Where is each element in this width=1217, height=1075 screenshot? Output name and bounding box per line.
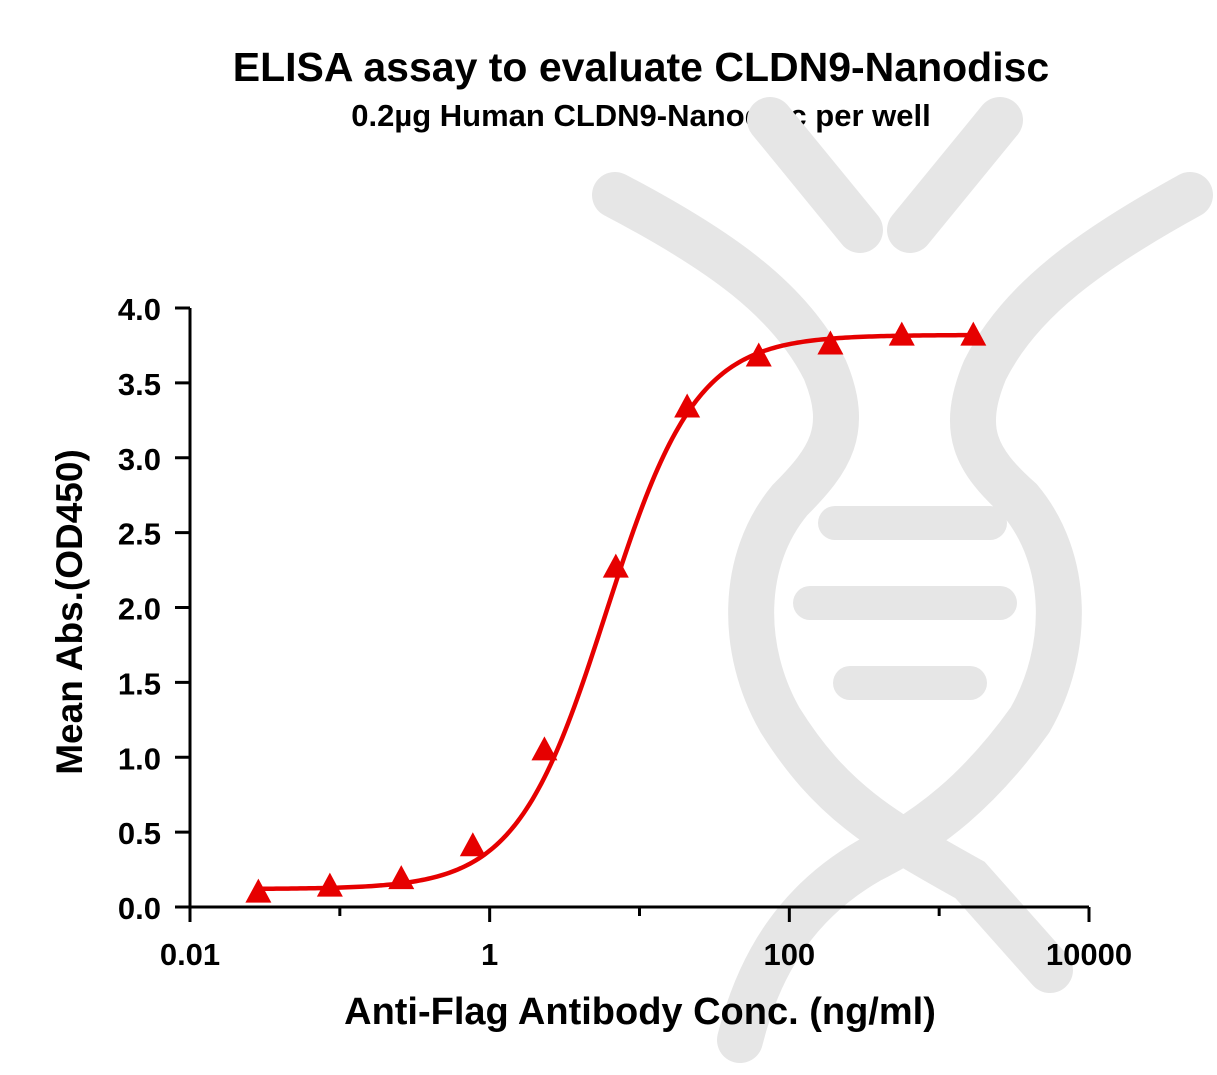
data-point bbox=[888, 321, 915, 346]
y-tick-label: 3.0 bbox=[118, 442, 161, 477]
data-point bbox=[316, 872, 343, 897]
y-tick-label: 1.0 bbox=[118, 741, 161, 776]
y-tick-label: 3.5 bbox=[118, 367, 161, 402]
data-point bbox=[245, 878, 272, 903]
y-tick-label: 2.0 bbox=[118, 592, 161, 627]
chart-subtitle: 0.2µg Human CLDN9-Nanodisc per well bbox=[351, 98, 931, 133]
y-tick-label: 1.5 bbox=[118, 666, 161, 701]
fit-curve bbox=[258, 332, 974, 892]
y-tick-label: 0.0 bbox=[118, 891, 161, 926]
x-tick-label: 10000 bbox=[1046, 937, 1132, 972]
data-point bbox=[602, 553, 629, 578]
x-tick-label: 0.01 bbox=[160, 937, 220, 972]
x-tick-label: 1 bbox=[481, 937, 498, 972]
y-tick-label: 0.5 bbox=[118, 816, 161, 851]
fit-curve-layer bbox=[258, 332, 974, 892]
x-tick-label: 100 bbox=[763, 937, 815, 972]
data-point bbox=[531, 736, 558, 761]
y-tick-label: 2.5 bbox=[118, 517, 161, 552]
data-point bbox=[960, 321, 987, 346]
data-point bbox=[388, 865, 415, 890]
data-point bbox=[745, 342, 772, 367]
y-tick-label: 4.0 bbox=[118, 292, 161, 327]
x-axis-label: Anti-Flag Antibody Conc. (ng/ml) bbox=[344, 991, 936, 1033]
data-points-layer bbox=[245, 321, 987, 903]
data-point bbox=[674, 393, 701, 418]
data-point bbox=[459, 832, 486, 857]
y-axis-label: Mean Abs.(OD450) bbox=[49, 449, 90, 775]
axes: 0.0 0.5 1.0 1.5 2.0 2.5 3.0 3.5 4.0 0.01 1 100 10000 bbox=[118, 292, 1132, 972]
dna-logo-watermark bbox=[592, 97, 1213, 1063]
chart-title: ELISA assay to evaluate CLDN9-Nanodisc bbox=[232, 44, 1050, 90]
data-point bbox=[817, 330, 844, 355]
